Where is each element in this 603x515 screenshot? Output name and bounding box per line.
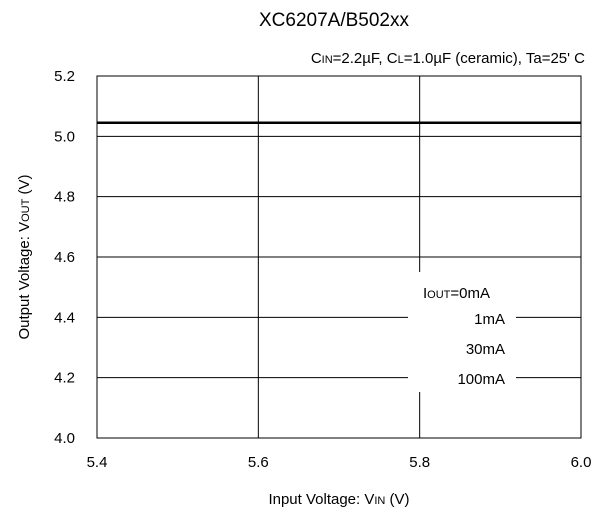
chart-subtitle: CIN=2.2µF, CL=1.0µF (ceramic), Ta=25' C <box>311 50 585 67</box>
legend-title: IOUT=0mA <box>423 285 490 302</box>
y-axis-label: Output Voltage: VOUT (V) <box>16 175 33 340</box>
x-axis-label: Input Voltage: VIN (V) <box>268 491 409 508</box>
y-tick-label: 4.4 <box>54 309 75 326</box>
y-tick-label: 5.2 <box>54 68 75 85</box>
legend-item-30ma: 30mA <box>466 341 505 358</box>
grid-lines <box>97 76 581 438</box>
x-tick-label: 5.8 <box>409 454 430 471</box>
y-tick-label: 4.6 <box>54 249 75 266</box>
x-tick-label: 5.6 <box>248 454 269 471</box>
chart-title: XC6207A/B502xx <box>259 10 409 31</box>
y-tick-label: 4.2 <box>54 370 75 387</box>
legend-background <box>408 272 516 392</box>
legend: IOUT=0mA 1mA 30mA 100mA <box>408 272 516 392</box>
legend-item-1ma: 1mA <box>474 311 505 328</box>
x-tick-label: 5.4 <box>87 454 108 471</box>
y-tick-label: 4.0 <box>54 430 75 447</box>
tick-labels: 4.0 4.2 4.4 4.6 4.8 5.0 5.2 5.4 5.6 5.8 6.0 <box>54 68 591 471</box>
plot-frame <box>96 75 582 439</box>
y-tick-label: 5.0 <box>54 128 75 145</box>
legend-item-100ma: 100mA <box>457 371 505 388</box>
y-tick-label: 4.8 <box>54 189 75 206</box>
x-tick-label: 6.0 <box>571 454 592 471</box>
